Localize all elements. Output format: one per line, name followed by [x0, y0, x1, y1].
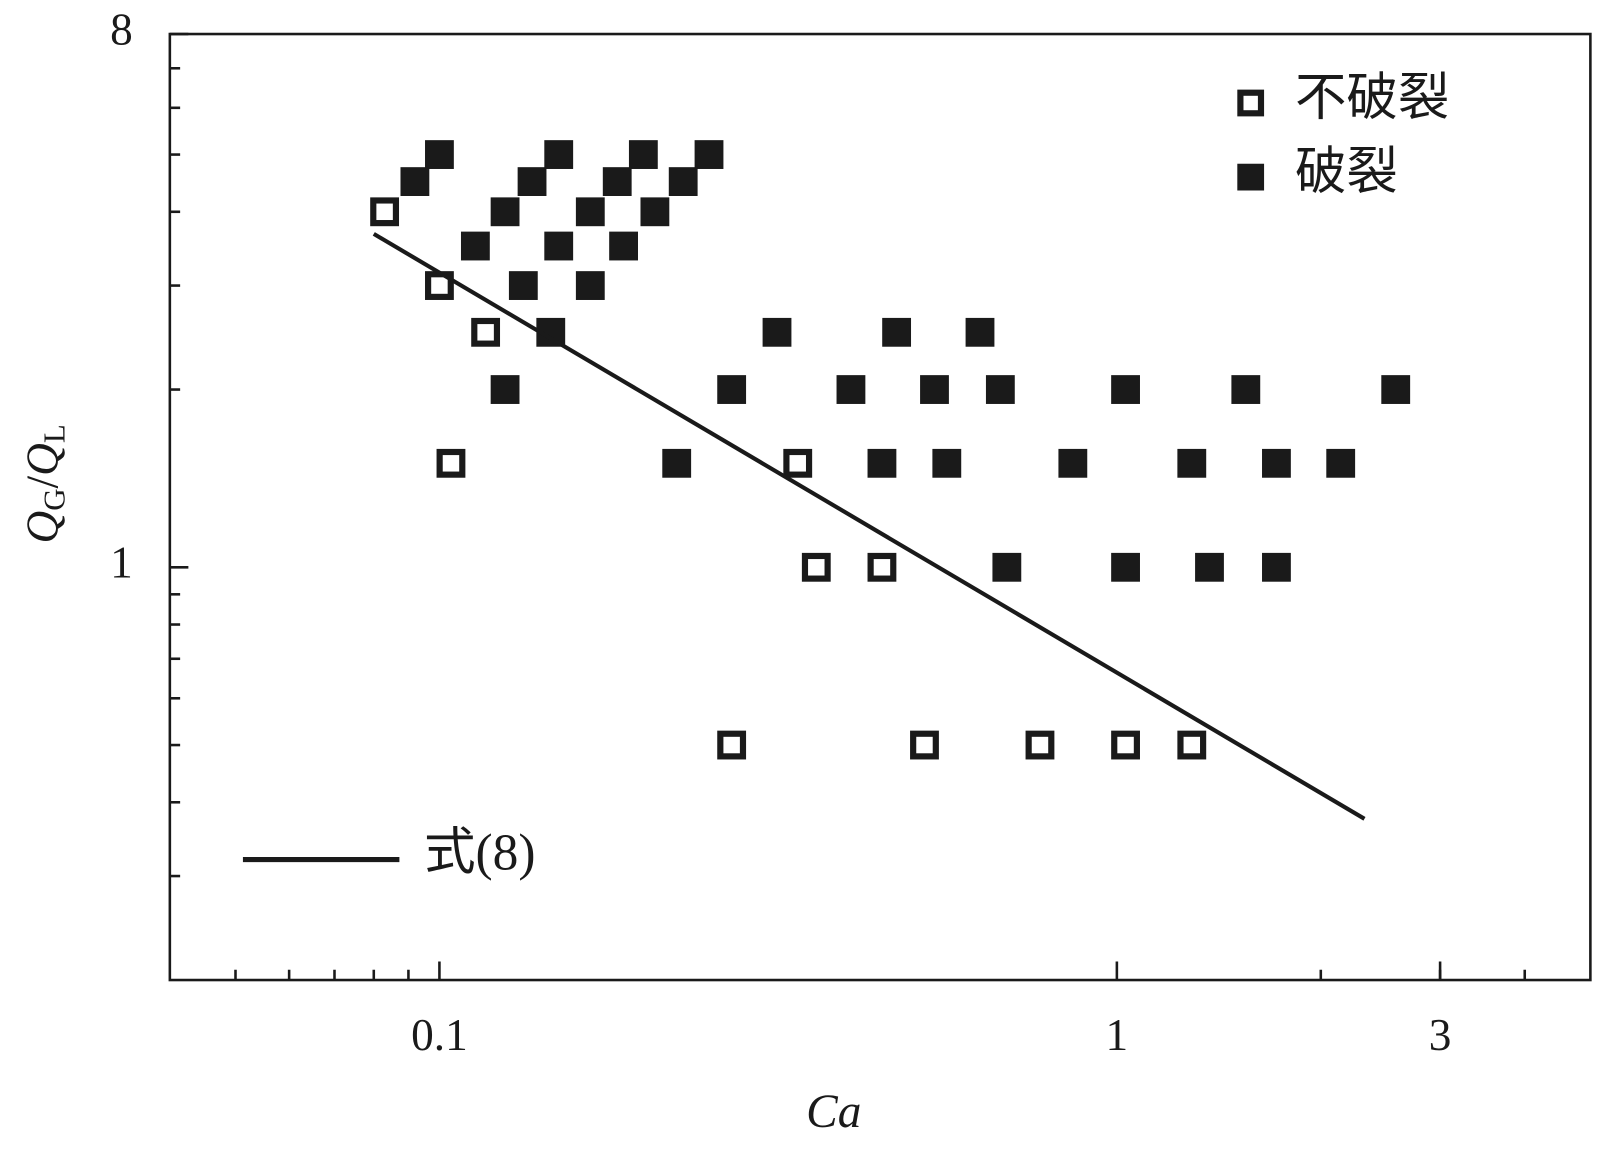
data-point [602, 167, 632, 196]
data-point [1326, 448, 1356, 478]
fit-line [372, 232, 1366, 821]
data-point [460, 231, 490, 261]
data-point [762, 317, 792, 347]
data-point [471, 317, 501, 347]
data-point [1111, 552, 1140, 582]
y-label-part: Q [18, 443, 68, 476]
data-point [544, 231, 574, 261]
y-label-part: Q [18, 511, 68, 544]
data-point [1262, 552, 1291, 582]
data-point [932, 448, 962, 478]
data-point [575, 197, 605, 227]
data-point [1025, 730, 1055, 760]
y-label-part: L [37, 424, 72, 443]
y-axis-label: QG/QL [18, 424, 72, 543]
data-point [694, 140, 724, 169]
data-point [490, 375, 520, 404]
legend-label: 破裂 [1295, 144, 1398, 201]
data-point [1177, 448, 1207, 478]
data-point [640, 197, 670, 227]
data-point [400, 167, 430, 196]
data-point [436, 448, 466, 478]
data-point [575, 271, 605, 300]
data-point [1058, 448, 1088, 478]
x-tick-label: 0.1 [411, 1010, 468, 1060]
data-point [965, 317, 995, 347]
y-label-part: / [18, 475, 68, 488]
y-tick-label: 1 [110, 538, 133, 588]
data-point [370, 197, 400, 227]
plot-frame [168, 32, 1592, 982]
data-point [985, 375, 1015, 404]
data-point [425, 140, 454, 169]
legend-marker [1237, 89, 1265, 117]
x-tick-label: 1 [1106, 1010, 1129, 1060]
data-point [1111, 730, 1140, 760]
data-point [836, 375, 866, 404]
data-point [920, 375, 949, 404]
data-point [1262, 448, 1291, 478]
data-point [490, 197, 520, 227]
data-point [544, 140, 574, 169]
data-point [1195, 552, 1224, 582]
x-tick-label: 3 [1429, 1010, 1452, 1060]
data-point [1231, 375, 1261, 404]
data-point [609, 231, 638, 261]
y-tick-label: 8 [110, 4, 133, 54]
legend-label: 式(8) [424, 824, 535, 881]
data-point [508, 271, 538, 300]
data-point [783, 448, 813, 478]
data-point [910, 730, 939, 760]
y-label-part: G [37, 488, 72, 510]
data-point [717, 730, 747, 760]
legend-marker [1237, 163, 1265, 191]
data-point [1111, 375, 1140, 404]
legend-label: 不破裂 [1295, 70, 1449, 127]
data-point [668, 167, 698, 196]
data-point [1177, 730, 1207, 760]
data-point [628, 140, 658, 169]
data-point [1381, 375, 1411, 404]
data-point [717, 375, 747, 404]
x-axis-label: Ca [806, 1086, 861, 1138]
data-point [882, 317, 912, 347]
data-point [662, 448, 692, 478]
data-point [867, 448, 897, 478]
data-point [867, 552, 897, 582]
data-point [801, 552, 831, 582]
data-point [992, 552, 1022, 582]
data-point [517, 167, 547, 196]
